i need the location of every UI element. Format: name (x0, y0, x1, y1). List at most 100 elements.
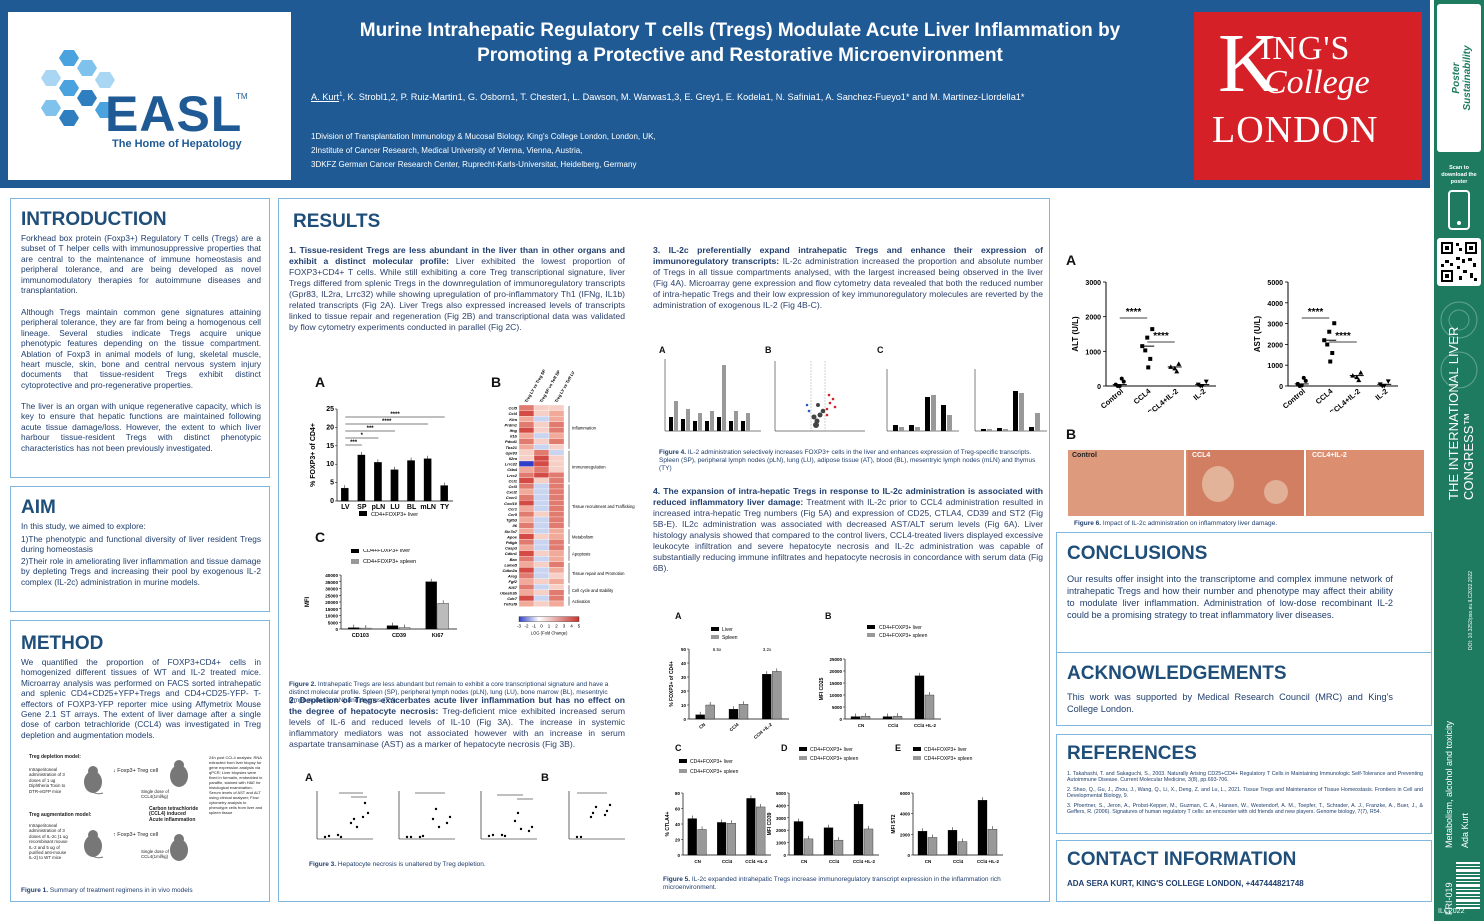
fig5-panel-b-label: B (825, 611, 832, 621)
heatmap-cell (533, 416, 550, 422)
augmentation-model-label: Treg augmentation model: (29, 812, 92, 818)
heatmap-cell (533, 488, 550, 495)
x-tick-label: CD39 (392, 633, 406, 639)
y-tick-label: 0 (677, 853, 680, 858)
reference-3: 3. Pfoertner, S., Jeron, A., Probst-Kepp… (1067, 803, 1423, 816)
significance-label: *** (350, 440, 358, 446)
bar (425, 581, 437, 630)
bar (892, 715, 903, 720)
fig3-panel-b-label: B (541, 772, 549, 784)
heatmap-cell (533, 511, 550, 518)
conclusions-panel: CONCLUSIONS Our results offer insight in… (1056, 532, 1432, 670)
histology-ccl4-il2: CCL4+IL-2 (1308, 450, 1424, 516)
scale-tick-label: 4 (570, 624, 573, 629)
data-point (1303, 378, 1308, 383)
heatmap-cell (533, 528, 550, 534)
treg-increase-label: ↑ Foxp3+ Treg cell (113, 832, 159, 838)
legend-swatch-spleen (867, 633, 875, 637)
data-point (1328, 359, 1333, 364)
y-tick-label: 0 (1279, 384, 1283, 391)
data-point (1176, 361, 1182, 366)
heatmap-row-label: Ccl5 (509, 406, 518, 411)
heatmap-cell (518, 567, 535, 574)
heatmap-cell (548, 404, 565, 411)
data-point (1148, 356, 1153, 361)
data-point (1301, 375, 1306, 380)
heatmap-row-label: Tgfb3 (506, 518, 518, 523)
x-tick-label: CCl4 +IL-2 (753, 722, 774, 740)
heatmap-cell (518, 444, 535, 450)
heatmap-cell (518, 404, 535, 411)
section4-body: Treatment with IL-2c prior to CCL4 admin… (653, 497, 1044, 573)
sponsor-logo-box: Poster Sustainability (1437, 4, 1481, 152)
heatmap-cell (518, 516, 535, 523)
heatmap-row-label: Lrrc2 (507, 473, 518, 478)
histology-ccl4-label: CCL4 (1192, 452, 1211, 459)
heatmap-row-label: Il1b (510, 434, 517, 439)
qr-code[interactable] (1437, 238, 1481, 286)
bar (924, 694, 935, 720)
bar (726, 823, 736, 856)
section2-body: Treg-deficient mice exhibited increased … (289, 706, 625, 749)
bar (738, 704, 749, 720)
heatmap-row-label: Tbx21 (505, 445, 517, 450)
heatmap-cell (533, 544, 550, 551)
ccl4-inflammation-label: Carbon tetrachloride (CCL4) induced Acut… (149, 806, 199, 823)
x-tick-label: CCl4 +IL-2 (745, 859, 768, 864)
x-tick-label: SP (357, 504, 367, 511)
poster-header: EASL TM The Home of Hepatology Murine In… (0, 0, 1430, 188)
heatmap-cell (533, 561, 550, 568)
easl-hexagon-icon (41, 50, 115, 126)
y-tick-label: 10000 (829, 693, 842, 698)
aim-panel: AIM In this study, we aimed to explore: … (10, 486, 270, 612)
depletion-model-label: Treg depletion model: (29, 754, 81, 760)
heatmap-row-label: Ubash3b (500, 590, 517, 595)
heatmap-cell (518, 556, 535, 562)
author-tag: Ada Kurt (1460, 812, 1470, 848)
heatmap-cell (548, 449, 565, 456)
heatmap-cell (533, 522, 550, 529)
mouse-icon (170, 760, 188, 787)
legend-label-liver: CD4+FOXP3+ liver (690, 759, 733, 765)
heatmap-cell (548, 410, 565, 417)
affiliation-1: 1Division of Transplantation Immunology … (311, 132, 656, 141)
x-tick-label: LU (390, 504, 399, 511)
heatmap-cell (548, 511, 565, 518)
heatmap-cell (518, 483, 535, 490)
heatmap-cell (533, 516, 550, 523)
x-tick-label: CN (801, 859, 808, 864)
legend-label-spleen: CD4+FOXP3+ spleen (924, 756, 973, 762)
legend-swatch-liver (867, 625, 875, 629)
fig5C-group: 0 20 40 60 80 CN CCl4 CCl4 +IL-2 % CTLA4+ (665, 791, 771, 864)
fig6A_AST-group: 0 1000 2000 3000 4000 5000 Control CCL4CCL4+IL-… (1253, 280, 1398, 412)
heatmap-row-label: Slc7a7 (504, 529, 517, 534)
bar (762, 674, 772, 720)
kcl-london: LONDON (1212, 109, 1379, 151)
legend-swatch-liver (679, 759, 687, 763)
title-line-2: Promoting a Protective and Restorative M… (477, 45, 1003, 66)
congress-sidebar: Poster Sustainability Scan to download th… (1434, 0, 1484, 921)
heatmap-cell (533, 494, 550, 501)
section3-lead: 3. IL-2c preferentially expand intrahepa… (653, 245, 1043, 266)
heatmap-cell (533, 595, 550, 602)
data-point (1146, 365, 1151, 370)
heatmap-row-label: Ki67 (509, 585, 518, 590)
x-tick-label: CCl4 (829, 859, 840, 864)
x-tick-label: mLN (420, 504, 436, 511)
y-tick-label: 40 (681, 661, 687, 666)
legend-label-liver: CD4+FOXP3+ liver (363, 549, 410, 554)
heatmap-cell (548, 477, 565, 484)
other-authors: , K. Strobl1,2, P. Ruiz-Martin1, G. Osbo… (342, 92, 1025, 103)
fig5E-group: 0 2000 4000 6000 CN CCl4 CCl4 +IL-2 MFI ST2 (891, 791, 1003, 864)
acknowledgements-heading: ACKNOWLEDGEMENTS (1067, 663, 1287, 684)
heatmap-cell (533, 539, 550, 546)
heatmap-group-label: Tissue repair and Promotion (572, 571, 625, 576)
heatmap-cell (548, 421, 565, 428)
bar (863, 828, 874, 856)
heatmap-cell (548, 544, 565, 551)
fig4-panel-c-label: C (877, 345, 884, 355)
y-tick-label: 0 (330, 498, 334, 505)
x-tick-label: CCl4 (722, 859, 733, 864)
heatmap-cell (548, 516, 565, 523)
